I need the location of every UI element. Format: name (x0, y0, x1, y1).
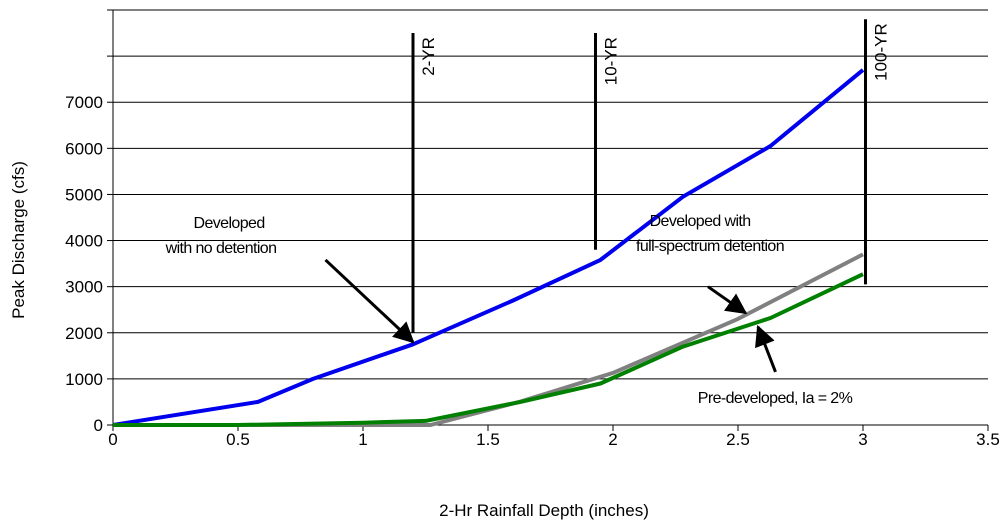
x-tick-label: 2 (608, 430, 617, 449)
y-tick-label: 6000 (65, 139, 103, 158)
series-line-2 (113, 252, 864, 427)
x-tick-label: 2.5 (726, 430, 750, 449)
series-line-1 (112, 68, 865, 427)
event-label: 10-YR (602, 37, 621, 85)
event-lines: 2-YR 10-YR 100-YR (411, 19, 891, 333)
annotation-developed-no-detention: Developed with no detention (165, 215, 277, 257)
annotation-arrow (324, 258, 415, 344)
annotation-text: Developed with (650, 213, 751, 230)
x-tick-label: 0 (108, 430, 117, 449)
series-lines (112, 68, 865, 427)
y-tick-label: 7000 (65, 93, 103, 112)
annotations: Developed with no detention Developed wi… (165, 213, 854, 407)
y-tick-label: 5000 (65, 185, 103, 204)
annotation-pre-developed: Pre-developed, Ia = 2% (698, 390, 853, 407)
x-axis-title: 2-Hr Rainfall Depth (inches) (439, 501, 649, 520)
annotation-arrow (755, 324, 777, 373)
event-label: 2-YR (419, 37, 438, 76)
x-tick-label: 1 (358, 430, 367, 449)
annotation-text: Developed (194, 215, 265, 232)
event-label: 100-YR (872, 23, 891, 81)
y-tick-label: 2000 (65, 324, 103, 343)
annotation-developed-full-spectrum: Developed with full-spectrum detention (636, 213, 784, 255)
x-tick-label: 3.5 (976, 430, 1000, 449)
gridlines (113, 9, 988, 380)
y-tick-label: 3000 (65, 278, 103, 297)
y-tick-label: 4000 (65, 232, 103, 251)
annotation-arrow (707, 285, 748, 315)
annotation-text: with no detention (165, 240, 277, 257)
x-tick-label: 1.5 (476, 430, 500, 449)
y-tick-label: 0 (94, 416, 103, 435)
y-tick-labels: 0 1000 2000 3000 4000 5000 6000 7000 (65, 9, 113, 435)
annotation-text: Pre-developed, Ia = 2% (698, 390, 853, 407)
x-tick-labels: 0 0.5 1 1.5 2 2.5 3 3.5 (108, 425, 1000, 449)
y-axis-title: Peak Discharge (cfs) (9, 161, 28, 319)
x-tick-label: 3 (858, 430, 867, 449)
y-tick-label: 1000 (65, 370, 103, 389)
x-tick-label: 0.5 (226, 430, 250, 449)
series-line-3 (113, 272, 864, 427)
annotation-text: full-spectrum detention (636, 238, 784, 255)
